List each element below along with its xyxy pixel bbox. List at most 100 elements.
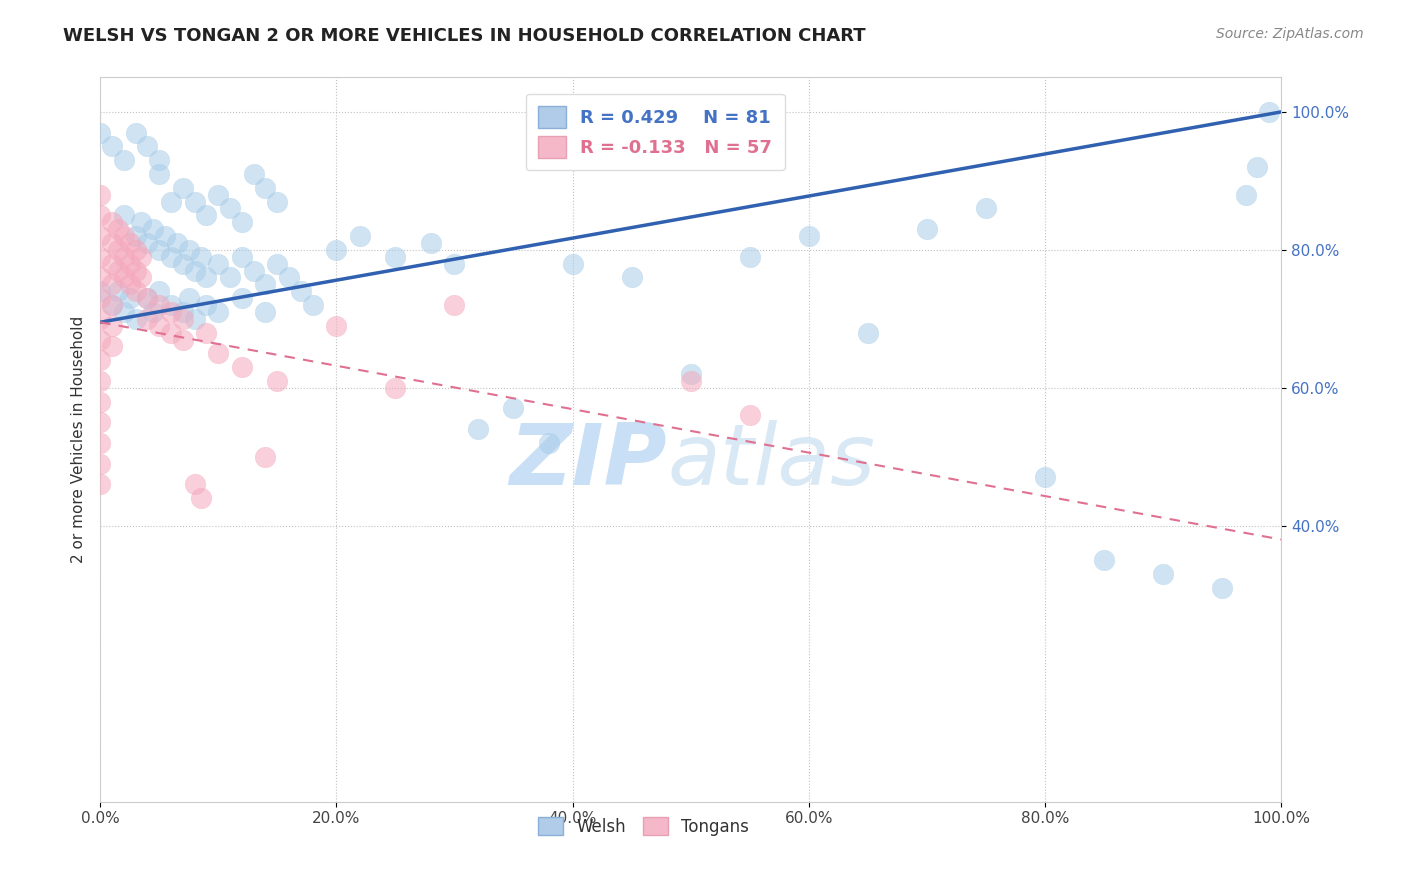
Point xyxy=(172,333,194,347)
Point xyxy=(118,235,141,250)
Point xyxy=(112,208,135,222)
Point xyxy=(266,374,288,388)
Point xyxy=(131,250,153,264)
Point xyxy=(124,263,146,277)
Point xyxy=(148,284,170,298)
Point xyxy=(1234,187,1257,202)
Point xyxy=(101,257,124,271)
Point xyxy=(89,291,111,305)
Point xyxy=(231,360,253,375)
Point xyxy=(136,291,159,305)
Point xyxy=(349,229,371,244)
Point xyxy=(101,339,124,353)
Point xyxy=(419,235,441,250)
Point xyxy=(101,298,124,312)
Point xyxy=(266,257,288,271)
Point xyxy=(101,298,124,312)
Point xyxy=(231,250,253,264)
Point xyxy=(136,311,159,326)
Point xyxy=(301,298,323,312)
Point xyxy=(974,202,997,216)
Point xyxy=(112,250,135,264)
Point xyxy=(195,326,218,340)
Point xyxy=(89,208,111,222)
Point xyxy=(242,263,264,277)
Point xyxy=(160,194,183,209)
Point xyxy=(219,270,242,285)
Point xyxy=(242,167,264,181)
Point xyxy=(107,222,129,236)
Point xyxy=(1211,581,1233,595)
Point xyxy=(195,270,218,285)
Point xyxy=(207,346,229,360)
Point xyxy=(142,305,165,319)
Point xyxy=(183,263,205,277)
Point xyxy=(620,270,643,285)
Point xyxy=(254,305,277,319)
Point xyxy=(107,243,129,257)
Point xyxy=(738,250,761,264)
Point xyxy=(231,215,253,229)
Point xyxy=(89,311,111,326)
Point xyxy=(183,477,205,491)
Point xyxy=(1152,566,1174,581)
Point xyxy=(118,291,141,305)
Text: atlas: atlas xyxy=(666,420,875,503)
Point xyxy=(89,457,111,471)
Point xyxy=(160,326,183,340)
Point xyxy=(797,229,820,244)
Point xyxy=(254,450,277,464)
Point xyxy=(1033,470,1056,484)
Point xyxy=(443,257,465,271)
Point xyxy=(118,257,141,271)
Point xyxy=(112,305,135,319)
Point xyxy=(124,229,146,244)
Point xyxy=(148,318,170,333)
Point xyxy=(1092,553,1115,567)
Point xyxy=(195,208,218,222)
Text: Source: ZipAtlas.com: Source: ZipAtlas.com xyxy=(1216,27,1364,41)
Point xyxy=(467,422,489,436)
Point xyxy=(101,277,124,292)
Point xyxy=(89,353,111,368)
Point xyxy=(254,181,277,195)
Point xyxy=(101,235,124,250)
Point xyxy=(89,250,111,264)
Point xyxy=(131,270,153,285)
Point xyxy=(325,318,347,333)
Point xyxy=(207,257,229,271)
Point xyxy=(107,263,129,277)
Text: WELSH VS TONGAN 2 OR MORE VEHICLES IN HOUSEHOLD CORRELATION CHART: WELSH VS TONGAN 2 OR MORE VEHICLES IN HO… xyxy=(63,27,866,45)
Point xyxy=(172,311,194,326)
Point xyxy=(856,326,879,340)
Point xyxy=(142,222,165,236)
Point xyxy=(290,284,312,298)
Point xyxy=(153,229,176,244)
Point xyxy=(1246,160,1268,174)
Point xyxy=(166,235,188,250)
Point xyxy=(195,298,218,312)
Point xyxy=(148,298,170,312)
Point xyxy=(131,215,153,229)
Point xyxy=(183,311,205,326)
Point xyxy=(89,229,111,244)
Point xyxy=(89,436,111,450)
Point xyxy=(89,270,111,285)
Point xyxy=(190,250,212,264)
Point xyxy=(172,257,194,271)
Point xyxy=(266,194,288,209)
Point xyxy=(101,215,124,229)
Point xyxy=(915,222,938,236)
Point xyxy=(160,305,183,319)
Point xyxy=(278,270,301,285)
Point xyxy=(107,284,129,298)
Point xyxy=(443,298,465,312)
Point xyxy=(124,284,146,298)
Point xyxy=(148,153,170,168)
Point xyxy=(101,139,124,153)
Point xyxy=(183,194,205,209)
Point xyxy=(172,305,194,319)
Point xyxy=(89,333,111,347)
Point xyxy=(160,250,183,264)
Point xyxy=(738,409,761,423)
